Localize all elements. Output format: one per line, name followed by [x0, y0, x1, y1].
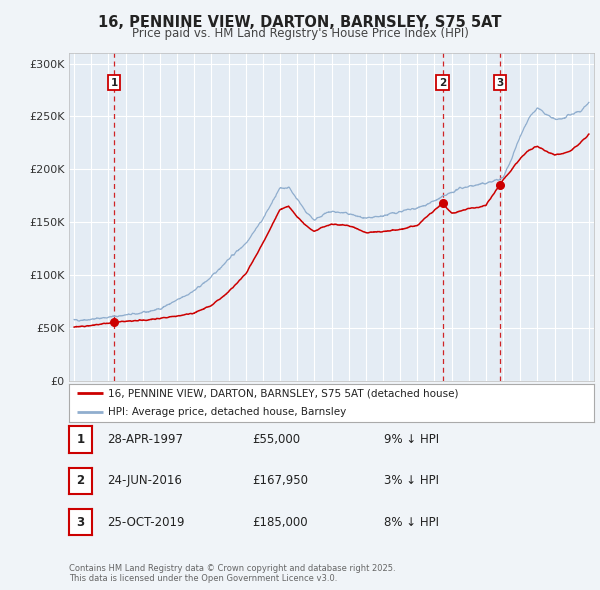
Text: 8% ↓ HPI: 8% ↓ HPI — [384, 516, 439, 529]
Text: 16, PENNINE VIEW, DARTON, BARNSLEY, S75 5AT: 16, PENNINE VIEW, DARTON, BARNSLEY, S75 … — [98, 15, 502, 30]
Text: 3: 3 — [76, 516, 85, 529]
Text: 3% ↓ HPI: 3% ↓ HPI — [384, 474, 439, 487]
Text: 28-APR-1997: 28-APR-1997 — [107, 433, 183, 446]
Text: 24-JUN-2016: 24-JUN-2016 — [107, 474, 182, 487]
Text: £167,950: £167,950 — [252, 474, 308, 487]
Text: Contains HM Land Registry data © Crown copyright and database right 2025.
This d: Contains HM Land Registry data © Crown c… — [69, 563, 395, 583]
Text: 2: 2 — [439, 77, 446, 87]
Text: Price paid vs. HM Land Registry's House Price Index (HPI): Price paid vs. HM Land Registry's House … — [131, 27, 469, 40]
Text: 2: 2 — [76, 474, 85, 487]
Text: £185,000: £185,000 — [252, 516, 308, 529]
Text: 25-OCT-2019: 25-OCT-2019 — [107, 516, 184, 529]
Text: 3: 3 — [496, 77, 503, 87]
Text: HPI: Average price, detached house, Barnsley: HPI: Average price, detached house, Barn… — [109, 407, 347, 417]
Text: 16, PENNINE VIEW, DARTON, BARNSLEY, S75 5AT (detached house): 16, PENNINE VIEW, DARTON, BARNSLEY, S75 … — [109, 388, 459, 398]
Text: 1: 1 — [110, 77, 118, 87]
Text: £55,000: £55,000 — [252, 433, 300, 446]
Text: 9% ↓ HPI: 9% ↓ HPI — [384, 433, 439, 446]
Text: 1: 1 — [76, 433, 85, 446]
